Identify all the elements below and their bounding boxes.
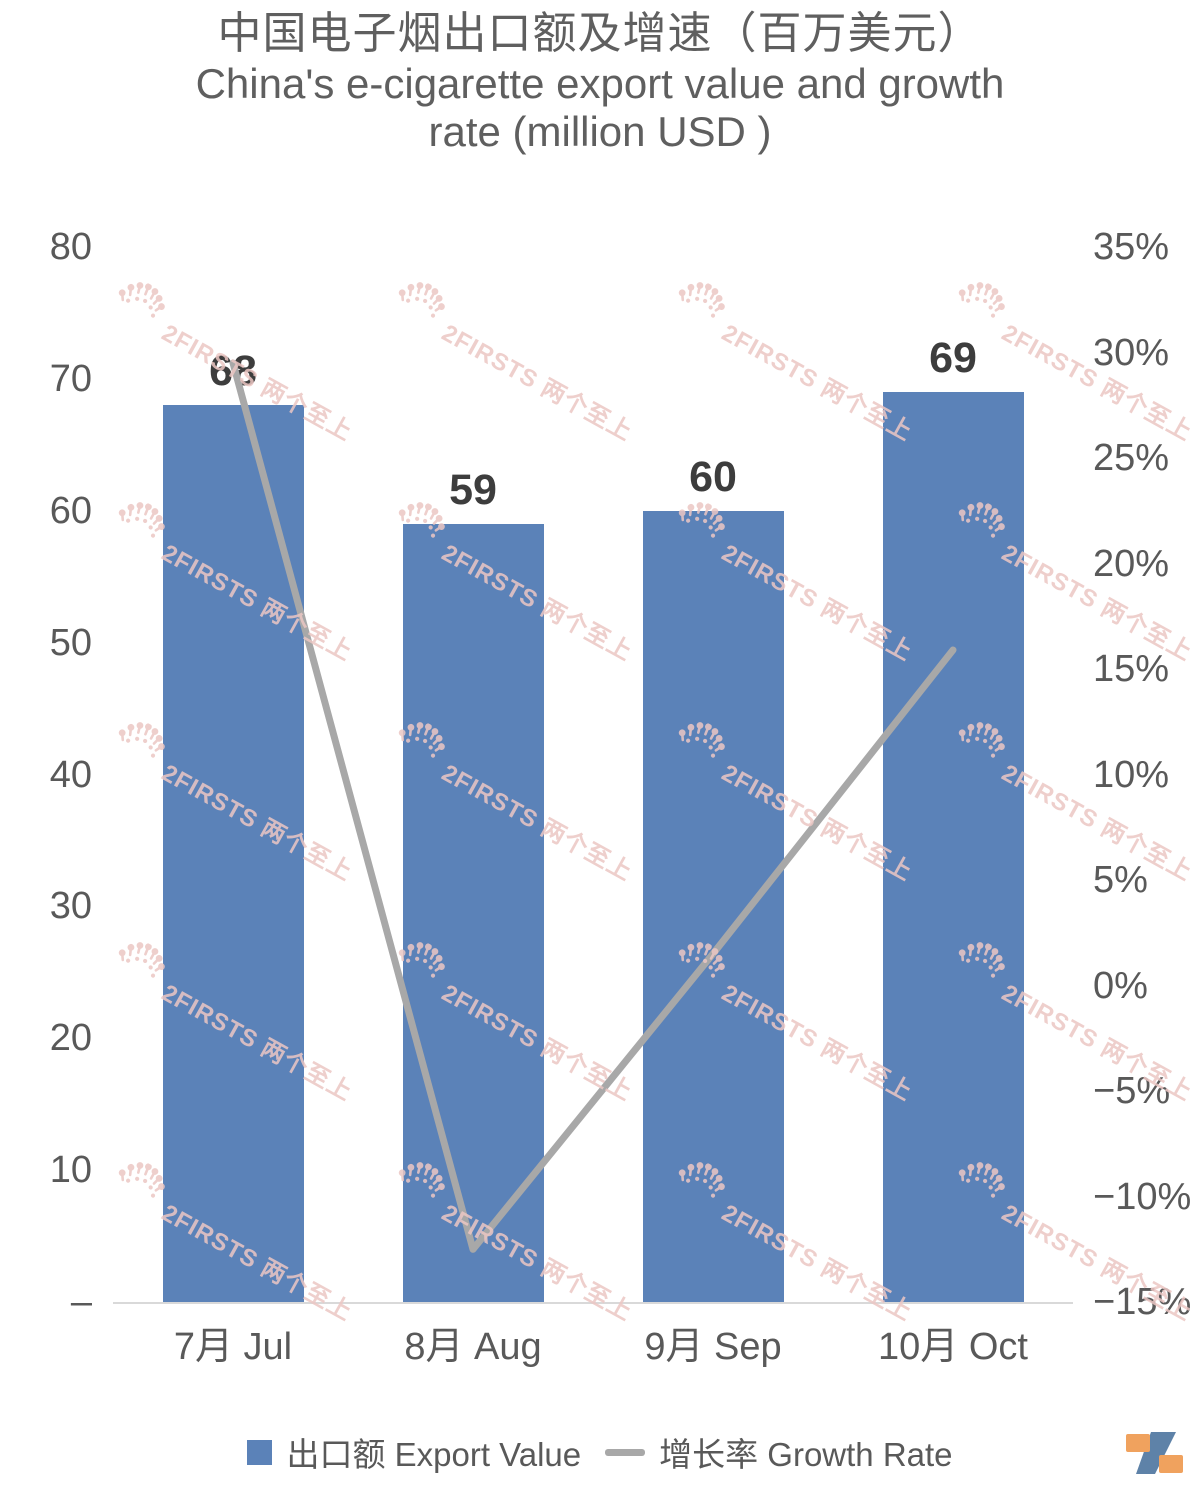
legend-line-label: 增长率 Growth Rate (659, 1436, 953, 1473)
legend-bar-label: 出口额 Export Value (286, 1436, 582, 1473)
logo-2firsts-icon (1126, 1432, 1183, 1474)
legend-bar-swatch (247, 1439, 273, 1465)
chart-title-en-line2: rate (million USD ) (428, 108, 772, 155)
y-axis-tick-label: – (70, 1281, 92, 1323)
legend-line-swatch (605, 1448, 646, 1456)
y-axis-tick-label: 20 (49, 1017, 92, 1060)
y-axis-tick-label: 30 (49, 885, 92, 928)
y2-axis-tick-label: 25% (1093, 437, 1170, 479)
y2-axis-tick-label: 5% (1093, 859, 1148, 901)
chart-title-en-line1: China's e-cigarette export value and gro… (195, 60, 1005, 107)
bar-value-label: 60 (689, 452, 737, 501)
chart-title-zh: 中国电子烟出口额及增速（百万美元） (217, 9, 983, 58)
y2-axis-tick-label: −10% (1093, 1175, 1192, 1218)
y-axis-tick-label: 40 (49, 753, 92, 796)
y2-axis-tick-label: 15% (1093, 648, 1170, 690)
bar-value-label: 59 (449, 465, 497, 514)
bar (882, 392, 1024, 1302)
y-axis-tick-label: 10 (49, 1149, 92, 1192)
bar-value-label: 69 (929, 334, 977, 383)
y2-axis-tick-label: 30% (1093, 331, 1170, 374)
y-axis-tick-label: 70 (49, 357, 92, 400)
x-axis-tick-label: 8月 Aug (404, 1326, 542, 1368)
bar (162, 405, 304, 1302)
x-axis-line (113, 1302, 1073, 1304)
y2-axis-tick-label: 10% (1093, 753, 1170, 796)
y-axis-tick-label: 80 (49, 226, 92, 268)
y-axis-tick-label: 50 (49, 621, 92, 664)
y2-axis-tick-label: −15% (1093, 1281, 1192, 1323)
y2-axis-tick-label: 0% (1093, 964, 1148, 1007)
x-axis-tick-label: 7月 Jul (173, 1326, 293, 1368)
chart-title: 中国电子烟出口额及增速（百万美元） China's e-cigarette ex… (0, 8, 1200, 156)
y2-axis-tick-label: 35% (1093, 226, 1170, 268)
y2-axis-tick-label: −5% (1093, 1070, 1171, 1112)
y2-axis-tick-label: 20% (1093, 542, 1170, 585)
x-axis-tick-label: 10月 Oct (878, 1326, 1028, 1368)
x-axis-tick-label: 9月 Sep (644, 1326, 782, 1368)
y-axis-tick-label: 60 (49, 489, 92, 532)
legend: 出口额 Export Value 增长率 Growth Rate (0, 1428, 1200, 1476)
